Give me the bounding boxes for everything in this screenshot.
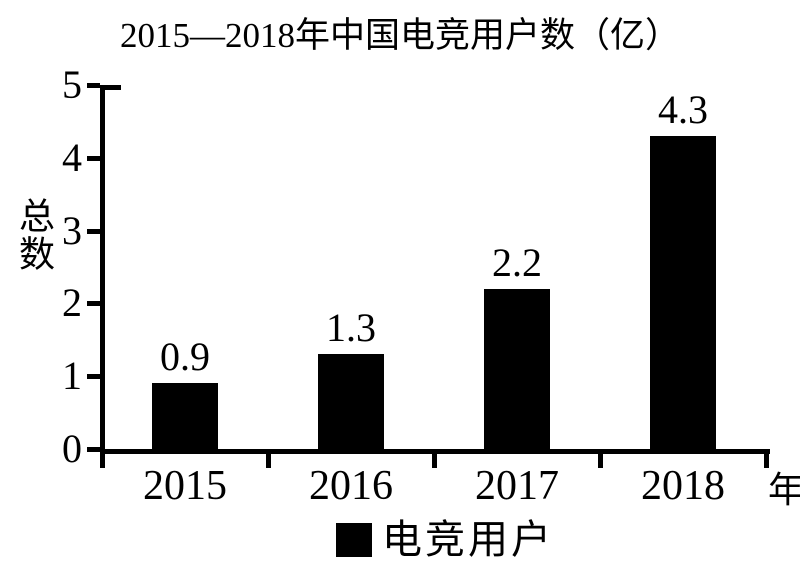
- y-axis-tick-label: 0: [62, 426, 82, 471]
- y-axis-tick: [87, 301, 100, 307]
- x-axis-tick-label: 2017: [475, 463, 559, 509]
- y-axis-tick: [87, 83, 100, 88]
- y-axis-tick-label: 2: [62, 280, 82, 326]
- bar-value-label: 1.3: [326, 305, 376, 351]
- y-axis-title: 总数: [14, 197, 54, 273]
- y-axis-tick-label: 5: [62, 62, 82, 107]
- x-axis-tick: [100, 449, 105, 468]
- y-axis-tick: [87, 447, 100, 452]
- x-axis-tick: [764, 449, 769, 468]
- y-axis-tick-label: 3: [62, 207, 82, 253]
- bar-2016: [318, 354, 384, 449]
- x-axis-tick: [432, 449, 437, 468]
- x-axis-unit-label: 年: [768, 470, 800, 510]
- x-axis-tick: [598, 449, 603, 468]
- legend-label: 电竞用户: [382, 517, 554, 562]
- legend: 电竞用户: [336, 518, 554, 562]
- bar-2018: [650, 135, 716, 449]
- bar-2015: [152, 383, 218, 449]
- chart-title: 2015—2018年中国电竞用户数（亿）: [119, 16, 680, 55]
- bar-2017: [484, 288, 550, 449]
- y-axis-tick: [87, 155, 100, 161]
- y-axis-tick-label: 1: [62, 353, 82, 399]
- x-axis-tick-label: 2016: [309, 463, 393, 509]
- bar-value-label: 4.3: [658, 86, 708, 132]
- y-axis-tick: [87, 374, 100, 380]
- bar-value-label: 0.9: [160, 334, 210, 380]
- x-axis-tick-label: 2015: [143, 463, 227, 509]
- x-axis-tick-label: 2018: [641, 463, 725, 509]
- bar-value-label: 2.2: [492, 239, 542, 285]
- x-axis-tick: [266, 449, 271, 468]
- legend-swatch: [336, 523, 372, 557]
- y-axis-line: [100, 85, 105, 454]
- y-axis-tick-label: 4: [62, 134, 82, 180]
- y-axis-top-cap: [100, 85, 121, 90]
- y-axis-tick: [87, 228, 100, 234]
